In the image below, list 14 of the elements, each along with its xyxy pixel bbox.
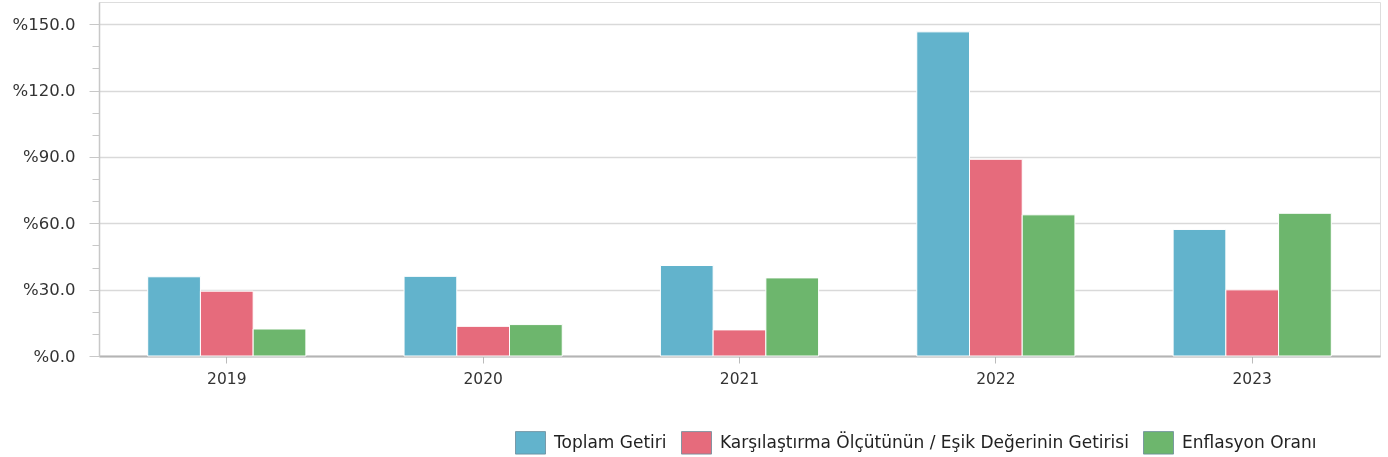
y-tick-label: %90.0: [23, 147, 76, 167]
y-tick-label: %0.0: [33, 346, 76, 366]
legend-label: Karşılaştırma Ölçütünün / Eşik Değerinin Getirisi: [720, 430, 1129, 452]
legend-label: Enflasyon Oranı: [1182, 431, 1317, 452]
x-tick-label: 2019: [207, 369, 247, 388]
legend-label: Toplam Getiri: [553, 431, 667, 452]
y-tick-label: %120.0: [12, 81, 76, 100]
y-tick-label: %30.0: [23, 280, 76, 300]
y-tick-label: %60.0: [23, 213, 76, 233]
x-tick-label: 2021: [719, 369, 760, 388]
x-tick-label: 2020: [463, 369, 503, 388]
x-tick-label: 2023: [1232, 369, 1272, 388]
x-tick-label: 2022: [976, 369, 1016, 388]
y-tick-label: %150.0: [12, 14, 76, 34]
